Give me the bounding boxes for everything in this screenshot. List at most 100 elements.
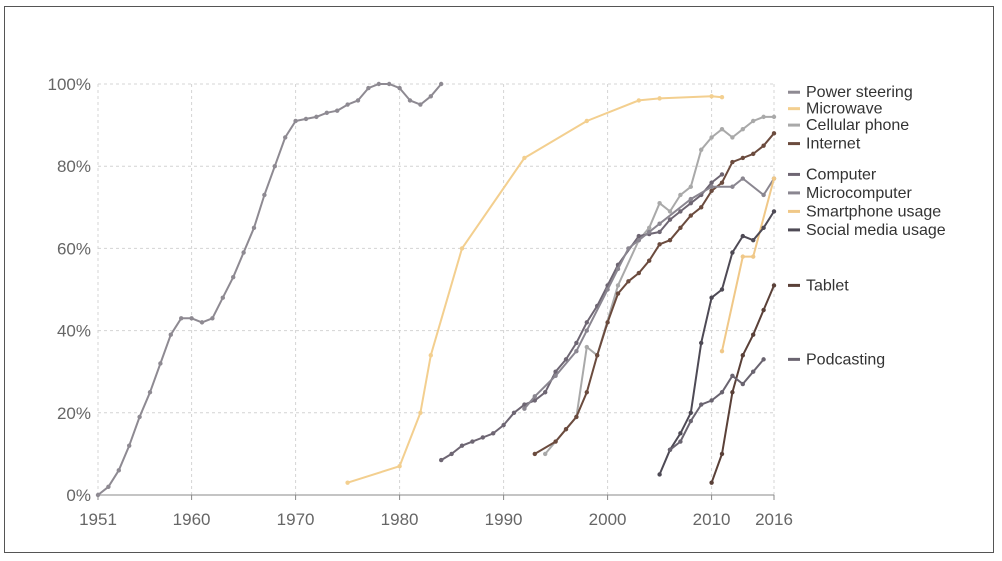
- data-point-internet: [678, 225, 683, 231]
- data-point-podcasting: [761, 357, 766, 362]
- data-point-smartphone-usage: [751, 254, 756, 259]
- data-point-internet: [657, 242, 662, 247]
- data-point-smartphone-usage: [740, 254, 745, 259]
- series-internet: [532, 131, 777, 457]
- data-point-microcomputer: [532, 394, 537, 399]
- legend-label-podcasting: Podcasting: [806, 351, 885, 368]
- axes: 0% 20% 40% 60% 80% 100% 1951 1960 1970 1980 1990 20…: [48, 75, 793, 529]
- series-computer: [439, 172, 725, 463]
- data-point-cellular-phone: [647, 225, 652, 231]
- series-smartphone-usage: [719, 176, 777, 354]
- data-point-computer: [553, 369, 558, 374]
- legend-label-internet: Internet: [806, 136, 861, 153]
- data-point-power-steering: [199, 320, 205, 325]
- data-point-computer: [584, 320, 589, 325]
- data-point-internet: [647, 258, 652, 263]
- data-point-power-steering: [324, 110, 329, 115]
- data-point-internet: [595, 353, 600, 358]
- data-point-social-media-usage: [740, 233, 745, 239]
- data-point-cellular-phone: [678, 192, 683, 198]
- legend-label-smartphone-usage: Smartphone usage: [806, 203, 941, 220]
- series-social-media-usage: [657, 209, 777, 477]
- data-point-cellular-phone: [688, 184, 693, 189]
- data-point-internet: [553, 439, 558, 444]
- x-tick-label: 1970: [277, 510, 315, 529]
- series-podcasting: [667, 357, 766, 452]
- data-point-microcomputer: [688, 196, 693, 202]
- data-point-internet: [626, 279, 631, 284]
- y-tick-label: 100%: [48, 75, 91, 94]
- data-point-podcasting: [709, 398, 714, 403]
- data-point-power-steering: [293, 118, 298, 124]
- series-line-power-steering: [97, 83, 442, 496]
- data-point-cellular-phone: [667, 209, 673, 214]
- data-point-social-media-usage: [699, 340, 704, 346]
- data-point-power-steering: [106, 484, 111, 489]
- data-point-social-media-usage: [771, 209, 777, 214]
- legend-label-social-media-usage: Social media usage: [806, 222, 946, 239]
- y-tick-label: 20%: [57, 404, 91, 423]
- data-point-microwave: [428, 353, 433, 358]
- data-point-microcomputer: [615, 266, 621, 272]
- data-point-computer: [459, 443, 465, 448]
- data-point-tablet: [761, 307, 766, 313]
- data-point-internet: [574, 414, 579, 420]
- data-point-power-steering: [283, 135, 288, 140]
- data-point-internet: [584, 390, 589, 395]
- data-point-power-steering: [355, 98, 361, 103]
- series-line-social-media-usage: [658, 210, 775, 475]
- data-point-internet: [761, 143, 766, 148]
- data-point-microcomputer: [709, 184, 714, 189]
- data-point-microcomputer: [647, 229, 652, 235]
- data-point-microwave: [397, 464, 402, 469]
- data-point-internet: [771, 131, 777, 136]
- data-point-microcomputer: [740, 176, 745, 181]
- data-point-tablet: [771, 283, 777, 288]
- data-point-cellular-phone: [740, 127, 745, 132]
- data-point-social-media-usage: [709, 295, 714, 300]
- data-point-computer: [678, 209, 683, 214]
- data-point-internet: [688, 213, 693, 218]
- data-point-podcasting: [678, 439, 683, 444]
- data-point-microcomputer: [657, 221, 662, 226]
- data-point-microwave: [636, 98, 641, 103]
- x-tick-label: 2016: [755, 510, 793, 529]
- data-point-power-steering: [189, 316, 194, 321]
- data-point-tablet: [751, 332, 756, 337]
- data-point-microcomputer: [730, 184, 735, 189]
- data-point-microwave: [584, 118, 589, 124]
- data-point-microwave: [345, 480, 350, 485]
- data-point-power-steering: [439, 81, 444, 87]
- data-point-cellular-phone: [761, 114, 766, 120]
- x-tick-label: 1951: [79, 510, 117, 529]
- legend-label-cellular-phone: Cellular phone: [806, 117, 909, 134]
- data-point-power-steering: [168, 332, 173, 337]
- data-point-power-steering: [262, 192, 267, 198]
- data-point-internet: [730, 159, 735, 165]
- data-point-computer: [511, 410, 517, 415]
- data-point-computer: [532, 398, 537, 403]
- data-point-power-steering: [303, 116, 309, 122]
- data-point-podcasting: [667, 447, 673, 452]
- data-point-internet: [719, 180, 725, 185]
- data-point-power-steering: [314, 114, 319, 120]
- data-point-social-media-usage: [751, 237, 756, 243]
- data-point-tablet: [719, 451, 725, 457]
- data-point-internet: [563, 427, 569, 432]
- data-point-smartphone-usage: [719, 348, 725, 354]
- data-point-computer: [439, 457, 444, 463]
- series-line-smartphone-usage: [721, 178, 775, 352]
- legend-label-microwave: Microwave: [806, 101, 883, 118]
- data-point-cellular-phone: [543, 451, 548, 457]
- data-point-internet: [699, 205, 704, 210]
- data-point-microwave: [709, 94, 714, 99]
- data-point-tablet: [709, 480, 714, 485]
- data-point-power-steering: [147, 390, 153, 395]
- data-point-microcomputer: [584, 328, 589, 333]
- grid: [97, 83, 775, 496]
- data-point-computer: [491, 431, 496, 436]
- data-point-internet: [532, 451, 537, 457]
- data-point-tablet: [730, 390, 735, 395]
- data-point-internet: [709, 188, 714, 194]
- data-point-social-media-usage: [761, 225, 766, 231]
